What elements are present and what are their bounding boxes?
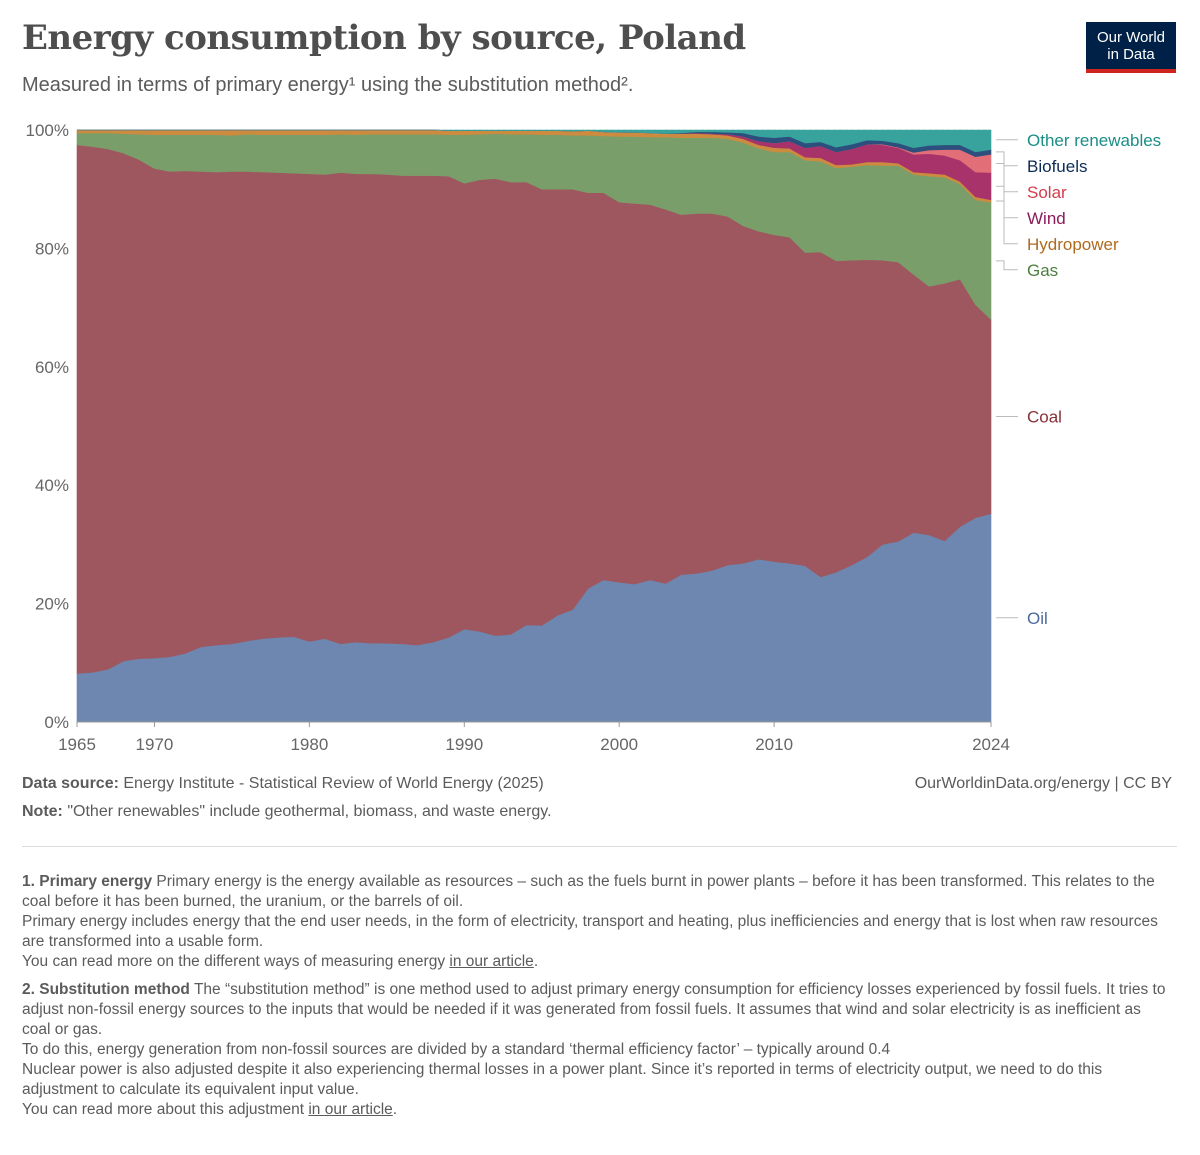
chart-subtitle: Measured in terms of primary energy¹ usi… — [22, 74, 634, 96]
y-axis-ticks: 0% 20% 40% 60% 80% 100% — [26, 121, 69, 732]
footnote-2-line-2: To do this, energy generation from non-f… — [22, 1041, 891, 1058]
note-text: "Other renewables" include geothermal, b… — [67, 803, 552, 820]
footnote-2-article-link[interactable]: in our article — [308, 1101, 393, 1118]
area-other-renewables[interactable] — [77, 129, 992, 153]
footnote-divider — [22, 846, 1177, 847]
legend-label: Other renewables — [1027, 131, 1161, 150]
stacked-area-chart: 0% 20% 40% 60% 80% 100% 1965 1970 1980 1990 2000 2… — [26, 121, 1162, 754]
footnote-1-line-2: Primary energy includes energy that the … — [22, 913, 1158, 950]
legend-connector — [996, 200, 1018, 245]
legend-connector — [996, 260, 1018, 271]
source-url[interactable]: OurWorldinData.org/energy | CC BY — [914, 775, 1172, 792]
footnote-1-article-link[interactable]: in our article — [449, 953, 534, 970]
note-label: Note: — [22, 803, 63, 820]
footnote-1-line-3: You can read more on the different ways … — [22, 953, 450, 970]
legend-label: Hydropower — [1027, 235, 1119, 254]
legend-label: Solar — [1027, 183, 1067, 202]
footnote-2-line-4: You can read more about this adjustment — [22, 1101, 309, 1118]
legend-item-hydropower[interactable]: Hydropower — [996, 200, 1119, 254]
legend-item-oil[interactable]: Oil — [996, 609, 1048, 628]
data-source: Data source: Energy Institute - Statisti… — [22, 775, 544, 799]
footnote-2-heading: 2. Substitution method — [22, 981, 190, 998]
legend-label: Biofuels — [1027, 157, 1087, 176]
x-tick-label: 2010 — [755, 735, 793, 754]
legend[interactable]: Other renewables Biofuels Solar Wind Hydropo… — [996, 131, 1161, 628]
footnote-1-line-3-end: . — [533, 953, 539, 970]
footnote-2-line-4-end: . — [392, 1101, 398, 1118]
legend-label: Wind — [1027, 209, 1066, 228]
chart-footer: Data source: Energy Institute - Statisti… — [22, 775, 1172, 827]
x-tick-label: 1980 — [290, 735, 328, 754]
y-tick-label: 100% — [26, 121, 69, 140]
chart-title: Energy consumption by source, Poland — [22, 18, 746, 58]
x-tick-label: 2024 — [972, 735, 1010, 754]
area-series[interactable] — [76, 129, 992, 723]
legend-item-other-renewables[interactable]: Other renewables — [996, 131, 1161, 150]
legend-connector — [996, 185, 1018, 219]
logo-line-1: Our World — [1096, 29, 1166, 46]
legend-item-solar[interactable]: Solar — [996, 162, 1067, 202]
legend-connector — [996, 162, 1018, 193]
y-tick-label: 80% — [35, 239, 69, 258]
footnote-substitution-method: 2. Substitution method The “substitution… — [22, 980, 1172, 1120]
legend-connector — [996, 151, 1018, 167]
legend-label: Gas — [1027, 261, 1058, 280]
footnote-2-lead: The “substitution method” is one method … — [22, 981, 1166, 1038]
x-tick-label: 1990 — [445, 735, 483, 754]
x-tick-label: 1965 — [58, 735, 96, 754]
x-tick-label: 1970 — [136, 735, 174, 754]
legend-item-biofuels[interactable]: Biofuels — [996, 151, 1087, 176]
footnote-1-heading: 1. Primary energy — [22, 873, 153, 890]
footnote-1-lead: Primary energy is the energy available a… — [22, 873, 1155, 910]
y-tick-label: 0% — [44, 713, 69, 732]
chart-note: Note: "Other renewables" include geother… — [22, 803, 552, 827]
logo-line-2: in Data — [1107, 46, 1155, 63]
legend-label: Coal — [1027, 408, 1062, 427]
data-source-label: Data source: — [22, 775, 119, 792]
x-axis-ticks: 1965 1970 1980 1990 2000 2010 2024 — [58, 722, 1010, 754]
y-tick-label: 20% — [35, 595, 69, 614]
legend-item-coal[interactable]: Coal — [996, 408, 1062, 427]
legend-item-gas[interactable]: Gas — [996, 260, 1058, 280]
footnote-primary-energy: 1. Primary energy Primary energy is the … — [22, 872, 1172, 972]
data-source-text: Energy Institute - Statistical Review of… — [123, 775, 544, 792]
y-tick-label: 40% — [35, 476, 69, 495]
footnote-2-line-3: Nuclear power is also adjusted despite i… — [22, 1061, 1103, 1098]
x-tick-label: 2000 — [600, 735, 638, 754]
y-tick-label: 60% — [35, 358, 69, 377]
footnotes: 1. Primary energy Primary energy is the … — [22, 872, 1172, 1128]
legend-label: Oil — [1027, 609, 1048, 628]
owid-logo[interactable]: Our World in Data — [1086, 22, 1176, 73]
